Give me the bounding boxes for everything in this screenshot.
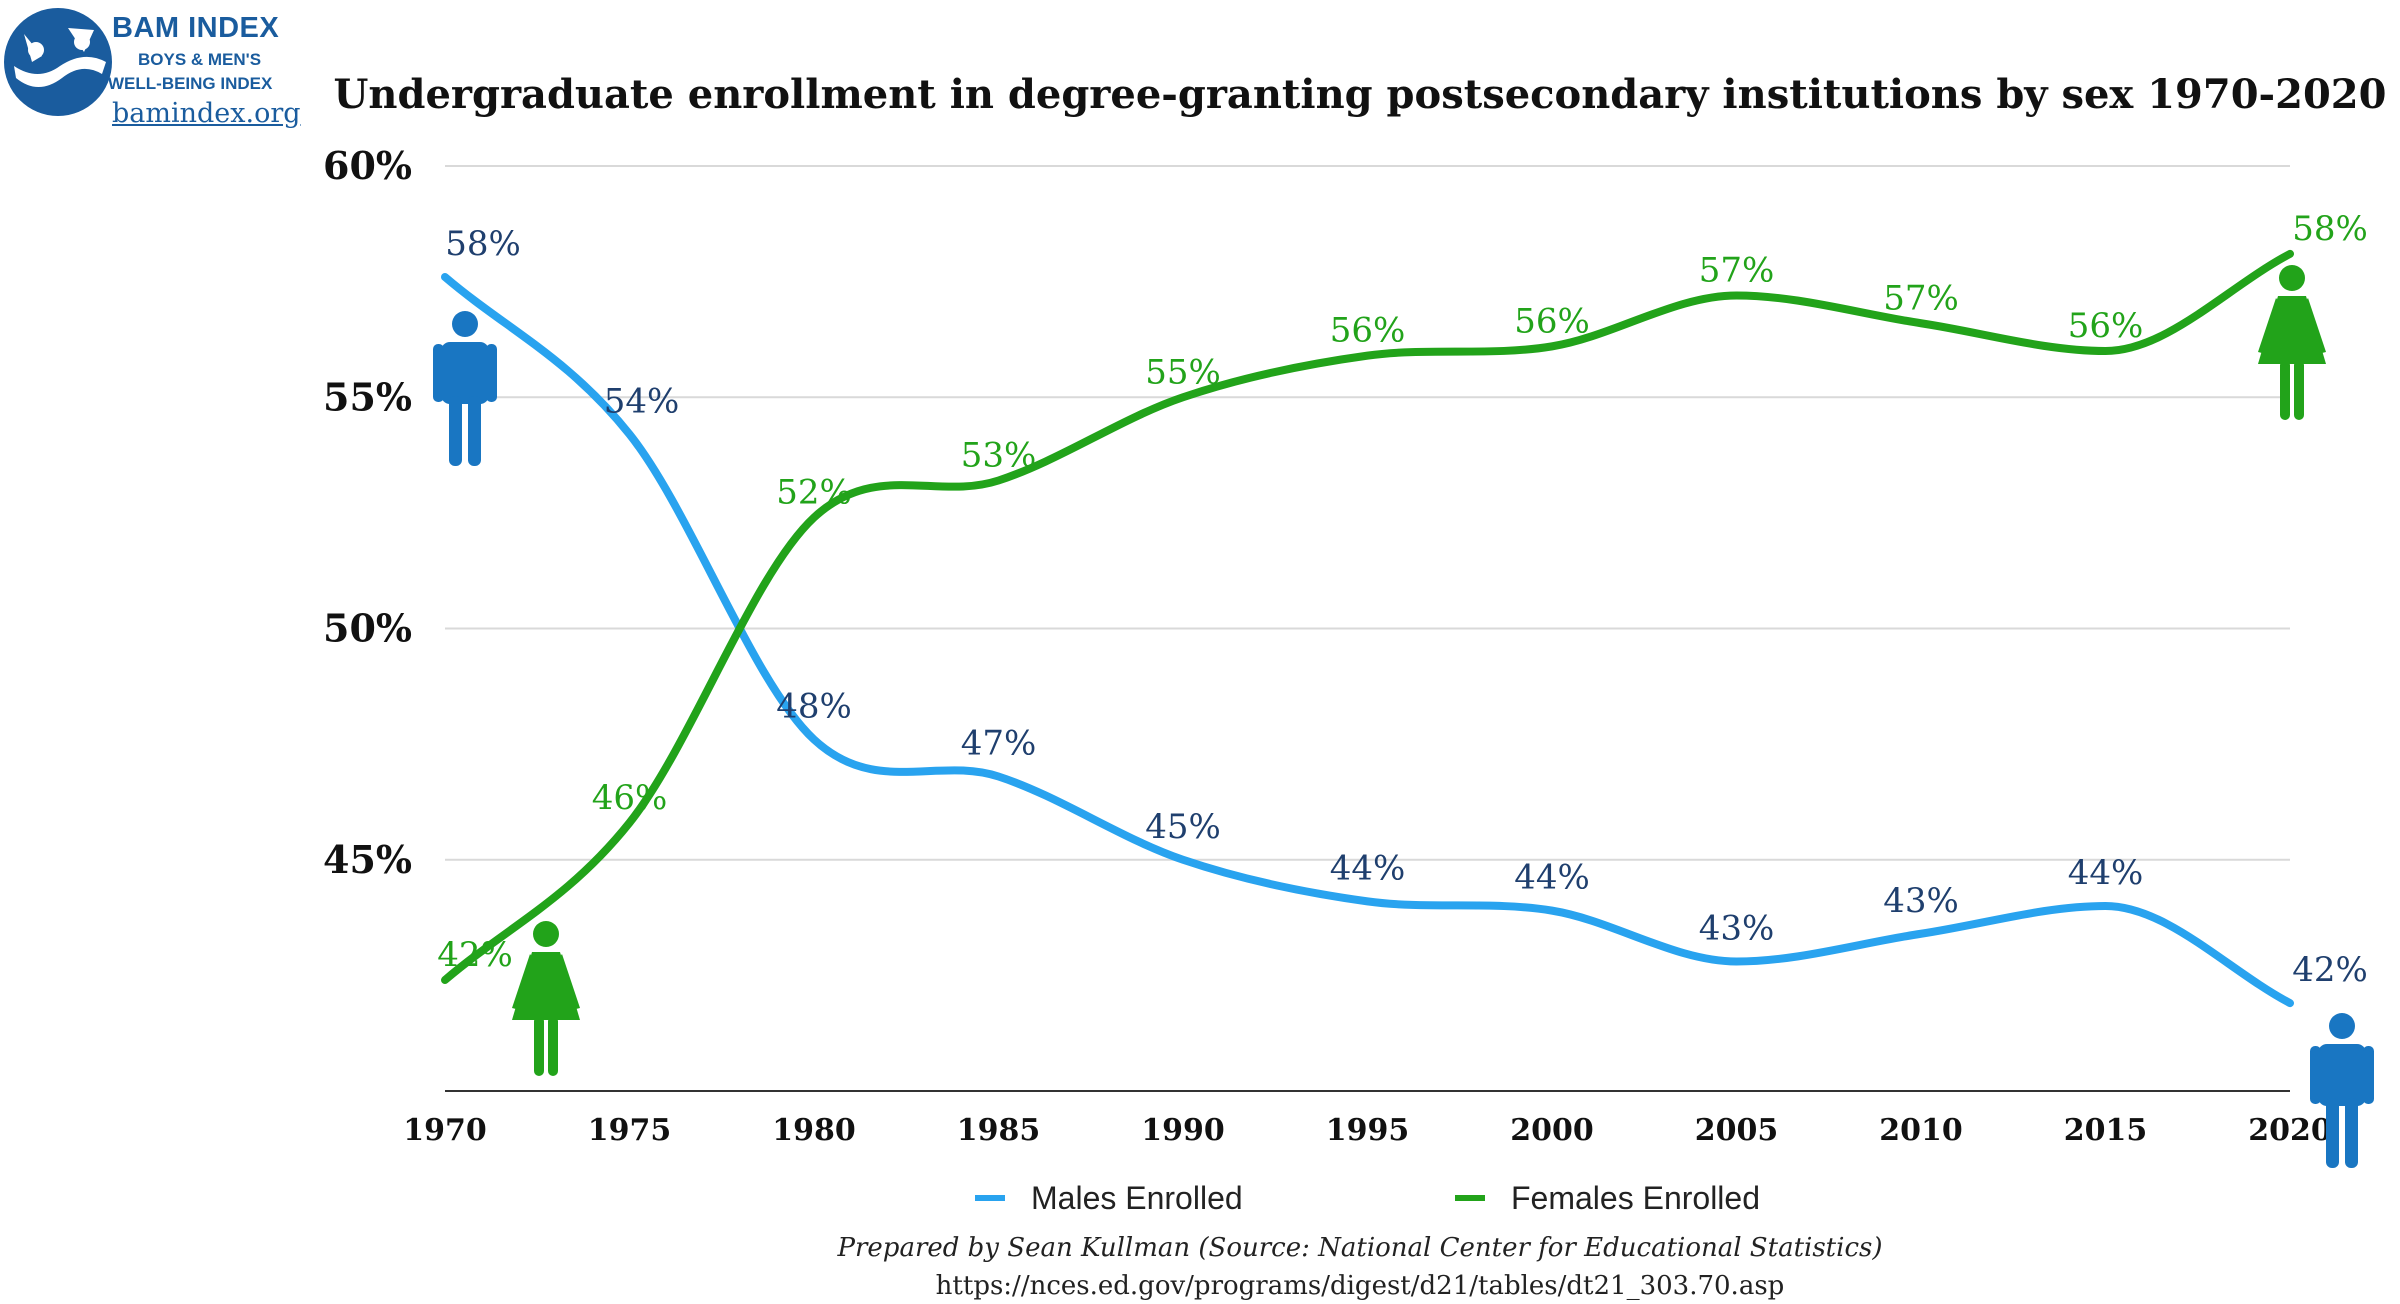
legend-label: Males Enrolled xyxy=(1031,1180,1243,1216)
legend[interactable]: Males Enrolled Females Enrolled xyxy=(975,1180,1760,1216)
x-tick-label: 2015 xyxy=(2064,1113,2148,1148)
female-data-label: 56% xyxy=(1514,301,1590,341)
female-data-label: 55% xyxy=(1145,352,1221,392)
logo-url-link[interactable]: bamindex.org xyxy=(112,98,301,129)
male-data-label: 58% xyxy=(445,224,521,264)
logo-subtitle-1: BOYS & MEN'S xyxy=(138,50,262,69)
females-line xyxy=(441,249,2294,984)
x-tick-label: 2020 xyxy=(2248,1113,2332,1148)
x-tick-label: 1975 xyxy=(588,1113,672,1148)
chart-title: Undergraduate enrollment in degree-grant… xyxy=(334,71,2387,118)
female-data-label: 46% xyxy=(592,778,668,818)
male-data-label: 42% xyxy=(2292,950,2368,990)
female-person-icon xyxy=(512,921,580,1076)
x-tick-label: 2000 xyxy=(1510,1113,1594,1148)
female-data-label: 42% xyxy=(437,935,513,975)
y-tick-label: 50% xyxy=(323,606,412,651)
male-data-label: 43% xyxy=(1699,909,1775,949)
female-person-icon xyxy=(2258,265,2326,420)
males-line xyxy=(441,273,2294,1008)
data-labels: 58% 54% 48% 47% 45% 44% 44% 43% 43% 44% 42% 42% 46% 5… xyxy=(437,209,2368,990)
male-data-label: 44% xyxy=(2068,853,2144,893)
male-data-label: 44% xyxy=(1330,848,1406,888)
female-data-label: 56% xyxy=(2068,306,2144,346)
legend-item-males[interactable]: Males Enrolled xyxy=(975,1180,1243,1216)
y-tick-label: 55% xyxy=(323,374,412,419)
male-data-label: 54% xyxy=(604,381,680,421)
female-data-label: 57% xyxy=(1883,278,1959,318)
y-tick-label: 60% xyxy=(323,143,412,188)
x-tick-label: 2005 xyxy=(1695,1113,1779,1148)
logo-title: BAM INDEX xyxy=(112,12,280,44)
x-tick-label: 2010 xyxy=(1879,1113,1963,1148)
female-data-label: 56% xyxy=(1330,311,1406,351)
male-data-label: 43% xyxy=(1883,881,1959,921)
x-tick-label: 1970 xyxy=(403,1113,487,1148)
legend-item-females[interactable]: Females Enrolled xyxy=(1455,1180,1760,1216)
legend-label: Females Enrolled xyxy=(1511,1180,1760,1216)
female-data-label: 53% xyxy=(961,436,1037,476)
series-lines xyxy=(441,249,2294,1008)
footer-source-url[interactable]: https://nces.ed.gov/programs/digest/d21/… xyxy=(936,1271,1785,1301)
male-person-icon xyxy=(2310,1013,2374,1168)
male-data-label: 44% xyxy=(1514,858,1590,898)
male-data-label: 47% xyxy=(961,724,1037,764)
x-axis-ticks: 1970 1975 1980 1985 1990 1995 2000 2005 2010 2015… xyxy=(403,1113,2332,1148)
grid-lines xyxy=(445,165,2290,1092)
female-data-label: 57% xyxy=(1699,251,1775,291)
female-data-label: 58% xyxy=(2292,209,2368,249)
male-data-label: 45% xyxy=(1145,807,1221,847)
logo: BAM INDEX BOYS & MEN'S WELL-BEING INDEX … xyxy=(0,0,320,130)
y-tick-label: 45% xyxy=(323,837,412,882)
logo-subtitle-2: WELL-BEING INDEX xyxy=(108,74,273,93)
x-tick-label: 1980 xyxy=(772,1113,856,1148)
x-tick-label: 1990 xyxy=(1141,1113,1225,1148)
male-person-icon xyxy=(433,311,497,466)
x-tick-label: 1985 xyxy=(957,1113,1041,1148)
female-data-label: 52% xyxy=(776,473,852,513)
bam-logo-emblem-icon xyxy=(4,8,112,116)
footer-credit: Prepared by Sean Kullman (Source: Nation… xyxy=(836,1233,1882,1263)
male-data-label: 48% xyxy=(776,687,852,727)
person-icons xyxy=(433,265,2374,1168)
x-tick-label: 1995 xyxy=(1326,1113,1410,1148)
y-axis-ticks: 45% 50% 55% 60% xyxy=(323,143,412,882)
